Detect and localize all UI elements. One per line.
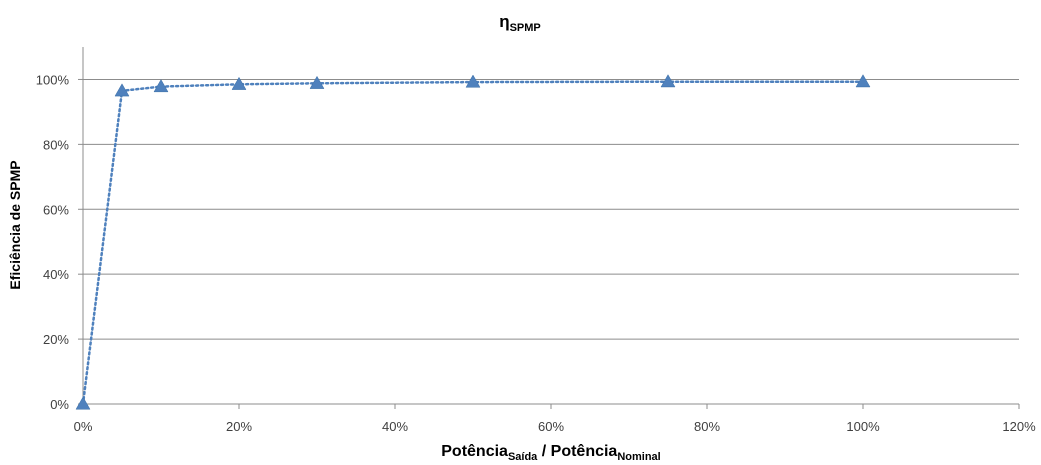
data-point-marker (309, 75, 325, 89)
series (75, 74, 871, 410)
y-tick-label: 60% (43, 202, 69, 217)
data-point-marker (855, 74, 871, 88)
x-axis-title-sub2: Nominal (617, 451, 660, 463)
y-tick-label: 20% (43, 332, 69, 347)
x-axis-title-sep: / (537, 443, 550, 460)
x-axis-title-part1: Potência (441, 443, 508, 460)
y-tick-label: 80% (43, 137, 69, 152)
series-line (81, 80, 865, 406)
data-point-marker (114, 83, 130, 97)
data-point-marker (465, 74, 481, 88)
data-point-marker (231, 76, 247, 90)
x-tick-label: 60% (538, 419, 564, 434)
tick-labels: 0% 20% 40% 60% 80% 100% 0% 20% 40% 60% 80% 100% 120% (36, 72, 1036, 434)
x-axis-title-part2: Potência (551, 443, 618, 460)
x-tick-label: 40% (382, 419, 408, 434)
data-point-marker (660, 74, 676, 88)
y-tick-label: 0% (50, 397, 69, 412)
x-tick-label: 100% (846, 419, 880, 434)
axes (78, 47, 1020, 409)
x-axis-title: PotênciaSaída / PotênciaNominal (441, 443, 660, 463)
chart-title-subscript: SPMP (510, 22, 541, 34)
data-point-marker (153, 79, 169, 93)
chart-title: ηSPMP (499, 12, 541, 34)
gridlines (83, 78, 1019, 340)
x-tick-label: 0% (74, 419, 93, 434)
y-tick-label: 40% (43, 267, 69, 282)
x-tick-label: 20% (226, 419, 252, 434)
y-axis-title: Eficiência de SPMP (7, 160, 23, 289)
x-tick-label: 120% (1002, 419, 1036, 434)
chart-title-main: η (499, 12, 509, 31)
y-tick-label: 100% (36, 72, 70, 87)
x-tick-label: 80% (694, 419, 720, 434)
data-point-marker (75, 396, 91, 410)
x-axis-title-sub1: Saída (508, 451, 538, 463)
